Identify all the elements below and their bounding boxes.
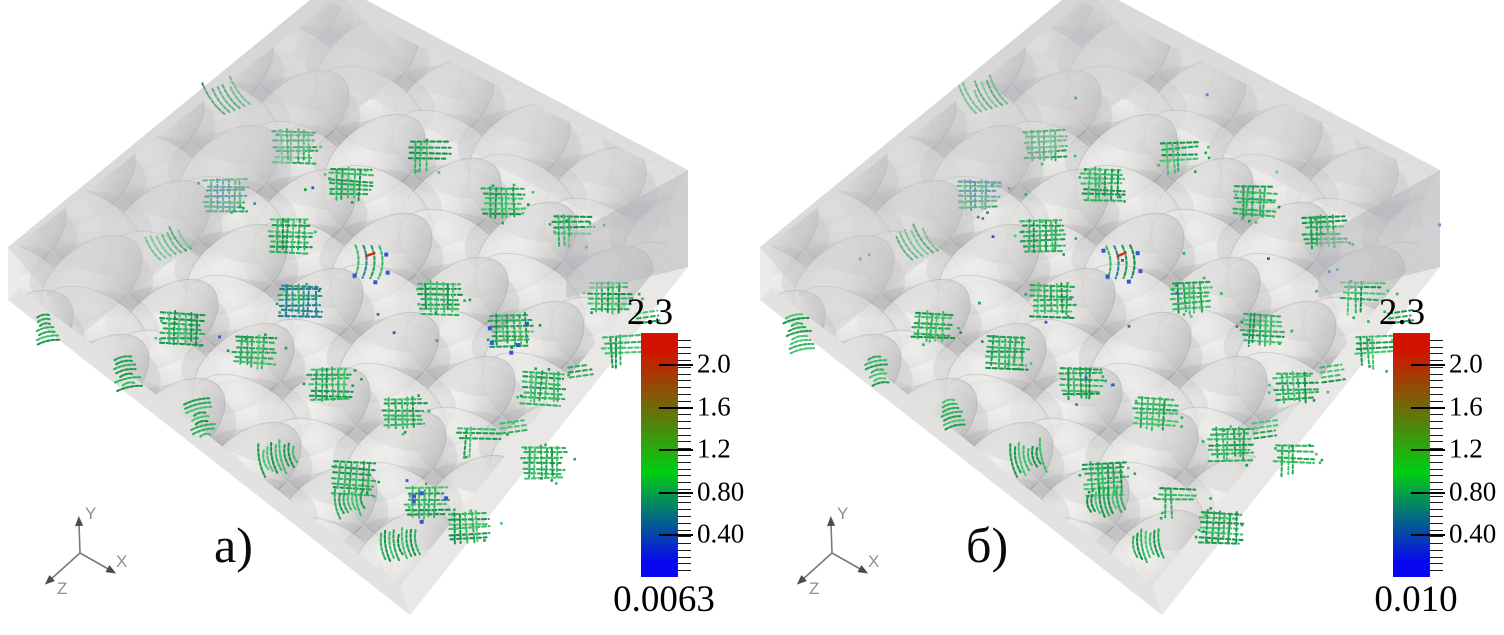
glyph-cluster-s [201, 75, 251, 115]
glyph-cluster-gl [407, 138, 452, 175]
seed-streamlines [863, 355, 890, 387]
seed-streamlines [1131, 528, 1165, 564]
box-far-wall-right [292, 0, 688, 245]
edge-dashes [1251, 419, 1279, 440]
z-axis-label: Z [57, 579, 67, 598]
box-side-strip-left [760, 288, 1162, 615]
box-far-wall-right [1044, 0, 1440, 245]
glyph-cluster-g [910, 310, 963, 347]
z-axis-arrow [44, 575, 55, 585]
seed-streamlines [113, 355, 143, 393]
glyph-cluster-g [1078, 166, 1126, 203]
x-axis-label: X [116, 552, 127, 571]
glyph-cluster-g [271, 128, 322, 165]
glyph-cluster-g [1235, 312, 1286, 348]
box-corner-wall [1318, 170, 1440, 298]
glyph-cluster-gl [1354, 334, 1410, 373]
glyph-cluster-g [226, 333, 288, 370]
glyph-clusters [144, 75, 648, 546]
seed-streamlines [1086, 485, 1127, 519]
glyph-cluster-g [323, 166, 375, 204]
edge-dashes [635, 309, 661, 325]
axes-triad: Y X Z [44, 504, 127, 598]
axes-triad: Y X Z [796, 504, 879, 598]
glyph-cluster-v [1101, 244, 1143, 284]
glyph-cluster-g [516, 367, 571, 407]
glyph-cluster-t [275, 283, 323, 319]
z-axis-label: Z [809, 579, 819, 598]
glyph-cluster-s [144, 224, 193, 261]
glyph-cluster-g [980, 334, 1033, 371]
x-axis-label: X [868, 552, 879, 571]
seed-streamlines [1009, 437, 1048, 478]
glyph-cluster-g [1194, 509, 1245, 545]
glyph-clusters [895, 74, 1410, 545]
edge-dashes [567, 363, 594, 379]
glyph-cluster-g [1022, 128, 1077, 166]
glyph-cluster-g [1058, 366, 1114, 406]
y-axis-arrow [75, 516, 84, 527]
box-corner-wall [566, 170, 688, 298]
glyph-cluster-g [1013, 218, 1078, 256]
seed-streamlines [333, 483, 366, 520]
glyph-cluster-g [480, 183, 535, 225]
seed-streamlines [940, 398, 966, 431]
seed-streamlines [35, 313, 61, 346]
subfigure-label-b: б) [966, 517, 1009, 573]
glyph-cluster-g [1267, 370, 1330, 404]
glyph-cluster-g [381, 394, 428, 436]
glyph-cluster-gl [600, 333, 648, 371]
glyph-cluster-g [1201, 425, 1255, 467]
seed-streamlines [183, 397, 217, 438]
x-axis-arrow [857, 565, 869, 574]
glyph-cluster-s [895, 222, 939, 261]
subfigure-label-a: а) [214, 517, 253, 573]
seed-streamlines [379, 527, 421, 564]
glyph-cluster-gl [1157, 140, 1211, 177]
glyph-cluster-g [416, 280, 472, 317]
glyph-cluster-g [1024, 281, 1077, 320]
seed-streamlines [257, 439, 299, 478]
glyph-cluster-v [352, 244, 390, 285]
box-far-wall-left [760, 0, 1158, 334]
glyph-cluster-s [958, 74, 1009, 114]
seed-streamlines [782, 313, 816, 355]
box-side-strip-left [8, 288, 410, 615]
inlet-seeds [35, 309, 661, 564]
glyph-cluster-g [447, 509, 503, 546]
scene-3d-weave-b [760, 0, 1441, 615]
y-axis-label: Y [85, 504, 96, 523]
glyph-cluster-gl [1153, 487, 1212, 520]
glyph-cluster-b [486, 311, 542, 355]
y-axis-label: Y [837, 504, 848, 523]
glyph-cluster-t [956, 178, 1011, 220]
edge-dashes [1387, 309, 1415, 325]
glyph-cluster-g [267, 217, 317, 255]
box-far-wall-left [8, 0, 406, 334]
stray-particles [197, 181, 569, 482]
glyph-cluster-g [154, 309, 207, 348]
z-axis-arrow [796, 575, 807, 585]
glyph-cluster-gl [1272, 443, 1324, 479]
glyph-cluster-g [1232, 185, 1281, 224]
glyph-cluster-gl [455, 426, 509, 459]
glyph-cluster-t [202, 177, 256, 214]
glyph-cluster-g [302, 366, 363, 402]
stray-particles [858, 93, 1441, 387]
glyph-cluster-b [403, 482, 456, 524]
glyph-cluster-g [1132, 396, 1184, 432]
y-axis-arrow [827, 516, 836, 527]
glyph-cluster-g [520, 443, 576, 485]
inlet-seeds [782, 309, 1415, 564]
x-axis-arrow [105, 565, 117, 574]
edge-dashes [1319, 363, 1346, 384]
